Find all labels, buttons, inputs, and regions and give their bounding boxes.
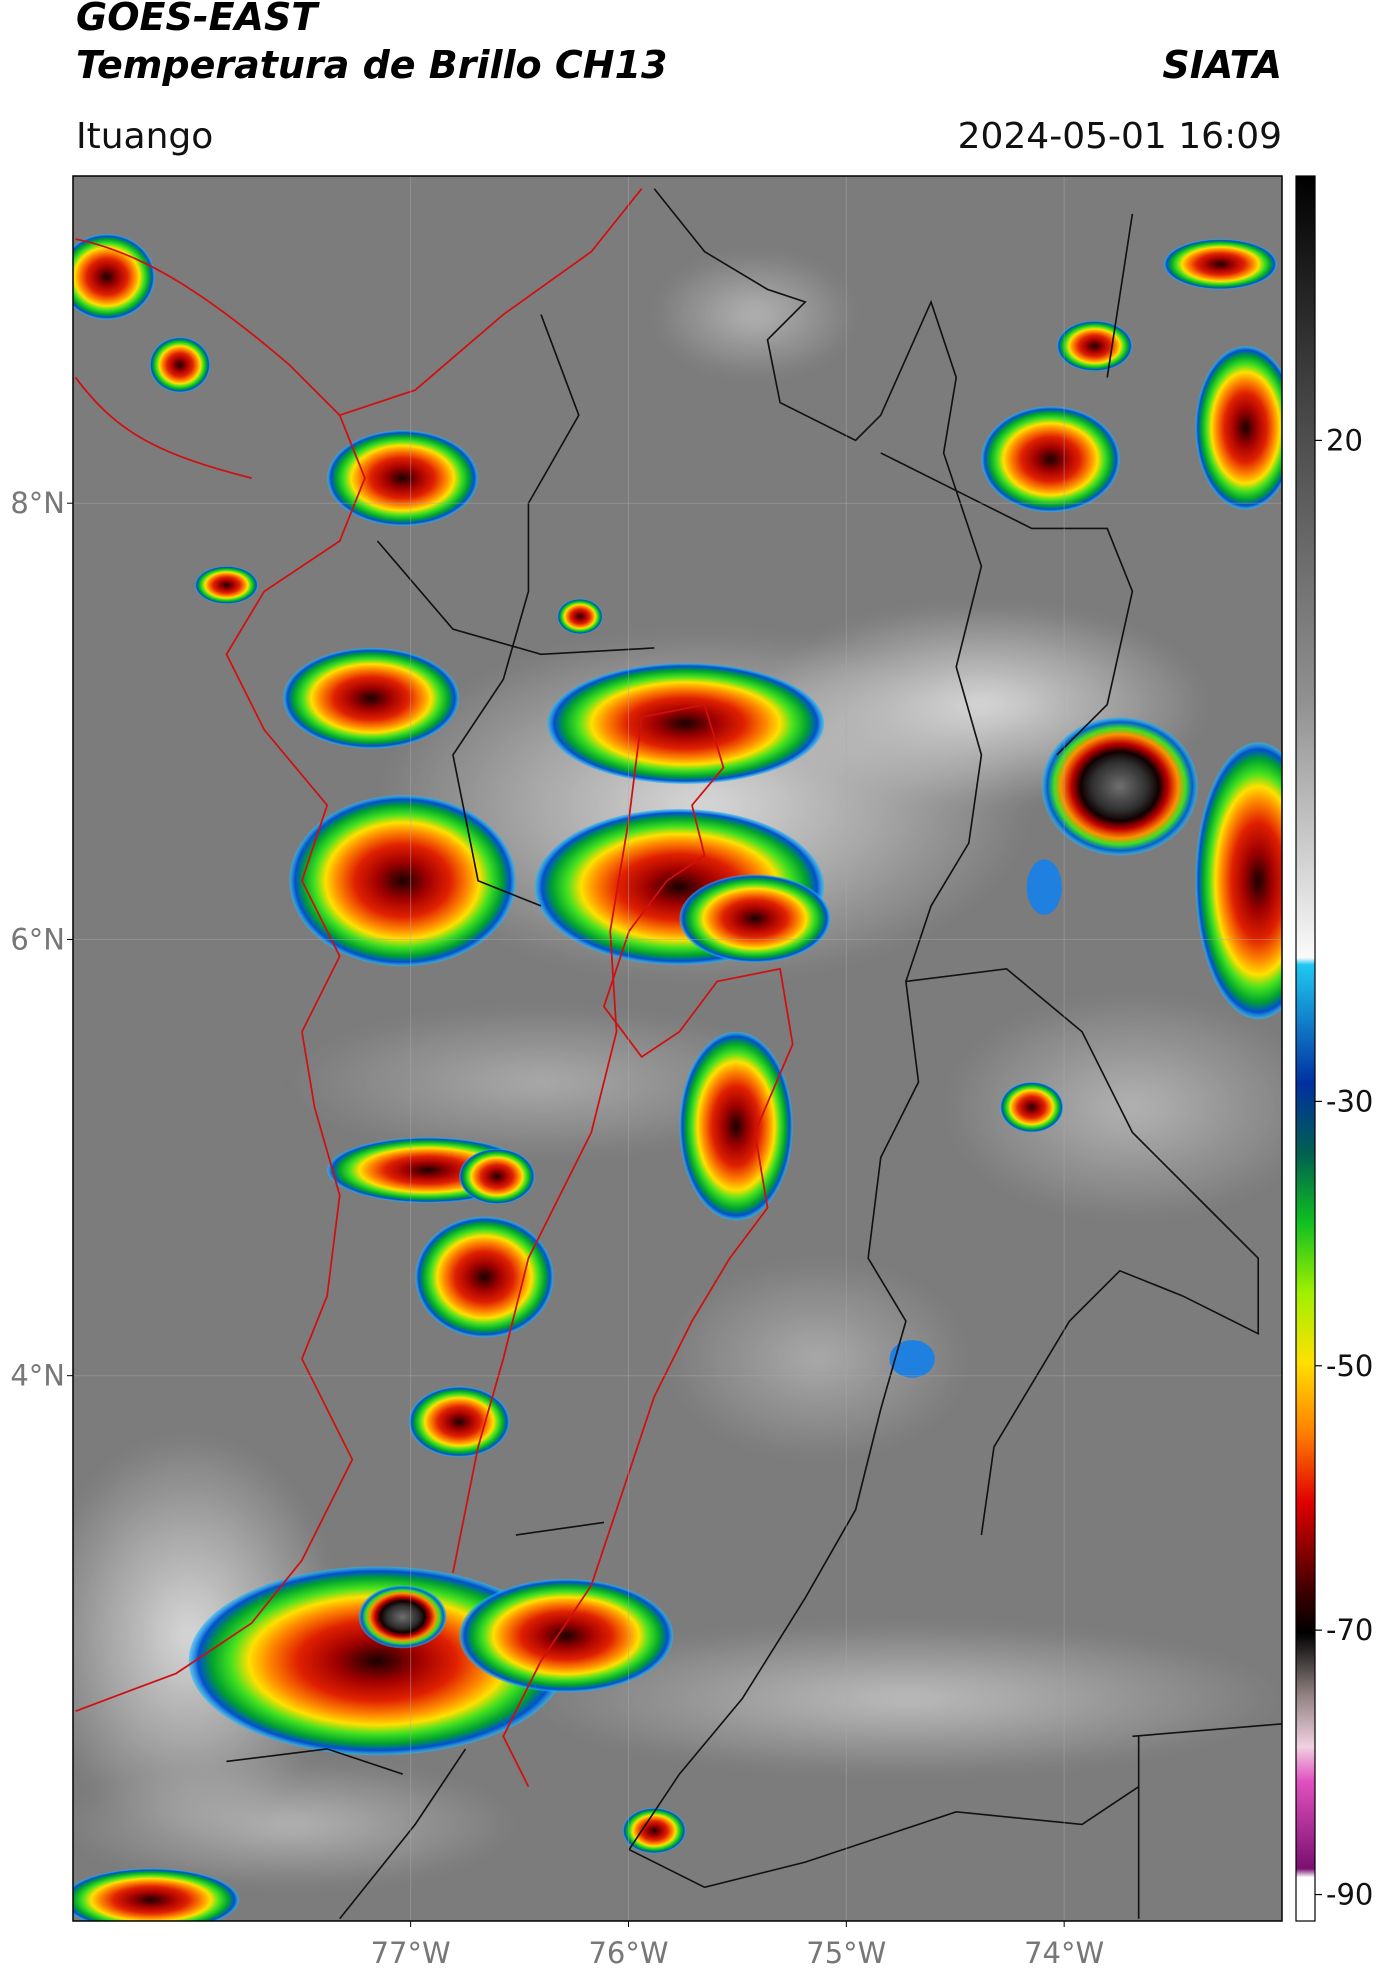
colorbar <box>1295 175 1316 1922</box>
axes-ticks: 77°W 76°W 75°W 74°W 8°N 6°N 4°N 20 -30 -50 -70 -90 <box>10 423 1373 1970</box>
brand: SIATA <box>1162 43 1282 87</box>
x-tick-label: 77°W <box>371 1936 451 1970</box>
map-frame <box>72 175 1283 1922</box>
x-tick-label: 75°W <box>806 1936 886 1970</box>
colorbar-tick-label: -50 <box>1326 1349 1373 1383</box>
graticule <box>73 176 1282 1921</box>
x-tick-label: 74°W <box>1024 1936 1104 1970</box>
storms <box>73 234 1282 1921</box>
location: Ituango <box>76 116 213 157</box>
clouds <box>73 251 1282 1888</box>
colorbar-tick-label: -70 <box>1326 1613 1373 1647</box>
country-borders <box>226 188 1282 1920</box>
x-tick-label: 76°W <box>588 1936 668 1970</box>
colorbar-tick-label: 20 <box>1326 423 1363 457</box>
subtitle: Temperatura de Brillo CH13 <box>76 43 667 87</box>
map-imagery <box>73 176 1282 1921</box>
title: GOES-EAST <box>76 0 320 39</box>
colorbar-tick-label: -90 <box>1326 1878 1373 1912</box>
colorbar-tick-label: -30 <box>1326 1084 1373 1118</box>
y-tick-label: 4°N <box>10 1359 65 1393</box>
imagery <box>73 188 1282 1921</box>
y-tick-label: 8°N <box>10 486 65 520</box>
y-tick-label: 6°N <box>10 922 65 956</box>
datetime: 2024-05-01 16:09 <box>958 116 1282 157</box>
department-borders <box>74 188 794 1788</box>
